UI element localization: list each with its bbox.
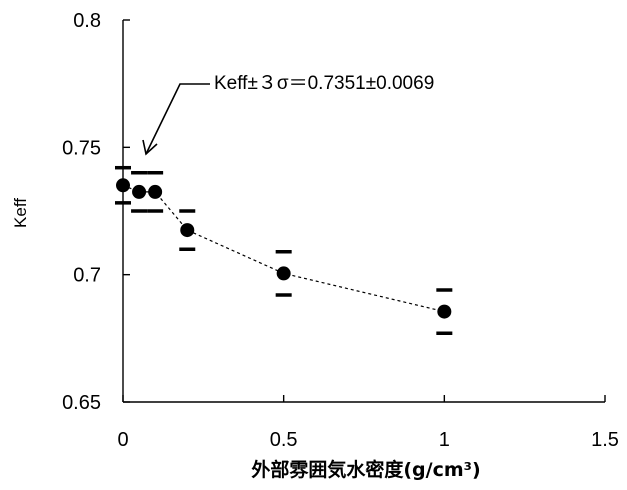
series-line xyxy=(122,184,445,313)
y-tick-label: 0.8 xyxy=(73,10,101,32)
y-tick-labels: 0.65 0.7 0.75 0.8 xyxy=(62,10,101,414)
data-point xyxy=(132,184,147,199)
data-point xyxy=(148,184,163,199)
x-tick-label: 1 xyxy=(439,429,450,451)
series xyxy=(115,165,453,335)
y-axis-label: Keff xyxy=(11,198,30,228)
y-tick-label: 0.7 xyxy=(73,265,101,287)
axes xyxy=(122,19,606,403)
annotation-label: Keff±３σ＝0.7351±0.0069 xyxy=(214,73,434,94)
annotation-arrow xyxy=(145,83,210,155)
y-tick-label: 0.65 xyxy=(62,392,101,414)
x-tick-labels: 0 0.5 1 1.5 xyxy=(117,429,618,451)
data-point xyxy=(276,266,291,281)
x-tick-label: 0.5 xyxy=(270,429,298,451)
y-tick-label: 0.75 xyxy=(62,137,101,159)
data-point xyxy=(180,223,195,238)
annotation-arrowhead xyxy=(142,139,158,156)
x-tick-label: 0 xyxy=(117,429,128,451)
x-axis-label: 外部雰囲気水密度(g/cm³) xyxy=(251,458,480,481)
x-tick-label: 1.5 xyxy=(591,429,619,451)
data-point xyxy=(437,304,452,319)
data-point xyxy=(116,178,130,193)
